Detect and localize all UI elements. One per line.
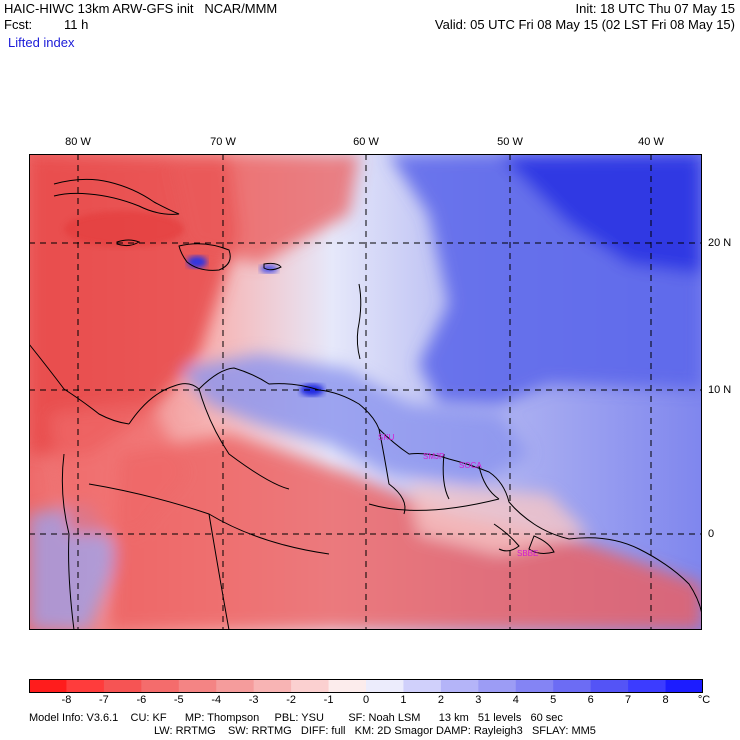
colorbar-swatch <box>141 679 180 693</box>
colorbar-swatch <box>328 679 367 693</box>
colorbar <box>29 679 703 693</box>
region-amazon-red <box>109 434 702 630</box>
region-amazon-mouth-pale <box>409 484 589 554</box>
colorbar-label: 2 <box>437 694 444 706</box>
lon-label-70w: 70 W <box>210 136 236 148</box>
colorbar-label: -4 <box>211 694 222 706</box>
colorbar-label: -2 <box>286 694 296 706</box>
colorbar-label: 1 <box>400 694 407 706</box>
field-name: Lifted index <box>8 35 75 50</box>
core-cuba-red <box>64 211 184 247</box>
core-hispaniola-blue <box>187 256 207 268</box>
border-peru-brazil <box>208 513 230 630</box>
valid-time: Valid: 05 UTC Fri 08 May 15 (02 LST Fri … <box>434 17 735 32</box>
colorbar-label: -7 <box>98 694 109 706</box>
lon-label-50w: 50 W <box>497 136 523 148</box>
colorbar-label: -8 <box>61 694 72 706</box>
model-info-line-2: LW: RRTMG SW: RRTMG DIFF: full KM: 2D Sm… <box>154 725 596 737</box>
lon-label-80w: 80 W <box>65 136 91 148</box>
colorbar-label: 3 <box>475 694 482 706</box>
colorbar-label: 4 <box>512 694 519 706</box>
forecast-hours: 11 h <box>64 17 89 32</box>
border-vene-guyana <box>378 428 406 515</box>
coast-pacific-sa <box>61 453 75 630</box>
model-title: HAIC-HIWC 13km ARW-GFS init NCAR/MMM <box>4 1 278 16</box>
colorbar-swatch <box>66 679 105 693</box>
colorbar-label: -6 <box>136 694 147 706</box>
lat-label-10n: 10 N <box>708 384 732 396</box>
station-sku: SKU <box>378 433 395 442</box>
coast-cuba <box>53 178 180 215</box>
coast-central-america <box>29 343 130 425</box>
model-info-line-1: Model Info: V3.6.1 CU: KF MP: Thompson P… <box>29 712 563 724</box>
colorbar-swatch <box>403 679 442 693</box>
lat-label-20n: 20 N <box>708 237 732 249</box>
colorbar-unit: °C <box>697 694 711 706</box>
lon-label-40w: 40 W <box>638 136 664 148</box>
latlon-grid <box>29 154 702 630</box>
station-sbbe: SBBE <box>517 549 538 558</box>
colorbar-swatch <box>216 679 255 693</box>
colorbar-label: 0 <box>362 694 370 706</box>
colorbar-label: 5 <box>550 694 557 706</box>
lon-label-60w: 60 W <box>353 136 379 148</box>
map-frame <box>29 154 702 630</box>
coast-puerto-rico <box>263 262 282 271</box>
colorbar-swatch <box>178 679 217 693</box>
border-guyana-suriname <box>442 453 450 500</box>
coast-amazon <box>493 523 555 554</box>
colorbar-label: 6 <box>587 694 594 706</box>
colorbar-label: 7 <box>625 694 632 706</box>
colorbar-label: -1 <box>323 694 334 706</box>
colorbar-swatch <box>103 679 142 693</box>
border-colombia-vene <box>198 388 290 490</box>
region-caribbean-band <box>179 354 529 484</box>
colorbar-swatch <box>628 679 667 693</box>
border-brazil-north <box>368 498 500 511</box>
colorbar-swatch <box>366 679 405 693</box>
coast-brazil <box>568 537 702 615</box>
colorbar-label: -5 <box>173 694 184 706</box>
region-southwest-blue <box>29 504 119 630</box>
colorbar-swatch <box>553 679 592 693</box>
station-soca: SOCA <box>459 461 482 470</box>
colorbar-swatch <box>440 679 479 693</box>
forecast-label: Fcst: <box>4 17 33 32</box>
colorbar-swatch <box>478 679 517 693</box>
init-time: Init: 18 UTC Thu 07 May 15 <box>575 1 735 16</box>
coast-hispaniola <box>178 243 231 271</box>
colorbar-swatch <box>665 679 703 693</box>
colorbar-swatch <box>515 679 554 693</box>
colorbar-label: -3 <box>248 694 259 706</box>
colorbar-swatch <box>590 679 629 693</box>
colorbar-swatch <box>29 679 68 693</box>
coast-colombia-venezuela <box>128 367 570 540</box>
lifted-index-map: SKU SMJP SOCA SBBE <box>29 154 702 630</box>
coastlines <box>29 178 702 630</box>
colorbar-swatch <box>253 679 292 693</box>
lat-label-equator: 0 <box>708 528 715 540</box>
coast-jamaica <box>116 239 141 247</box>
station-smjp: SMJP <box>423 452 444 461</box>
region-north-red <box>169 154 359 264</box>
border-suriname-fg <box>478 465 500 500</box>
colorbar-swatch <box>291 679 330 693</box>
coast-lesser-antilles <box>356 283 362 360</box>
colorbar-label: 8 <box>662 694 669 706</box>
region-colombia-red <box>49 404 189 534</box>
